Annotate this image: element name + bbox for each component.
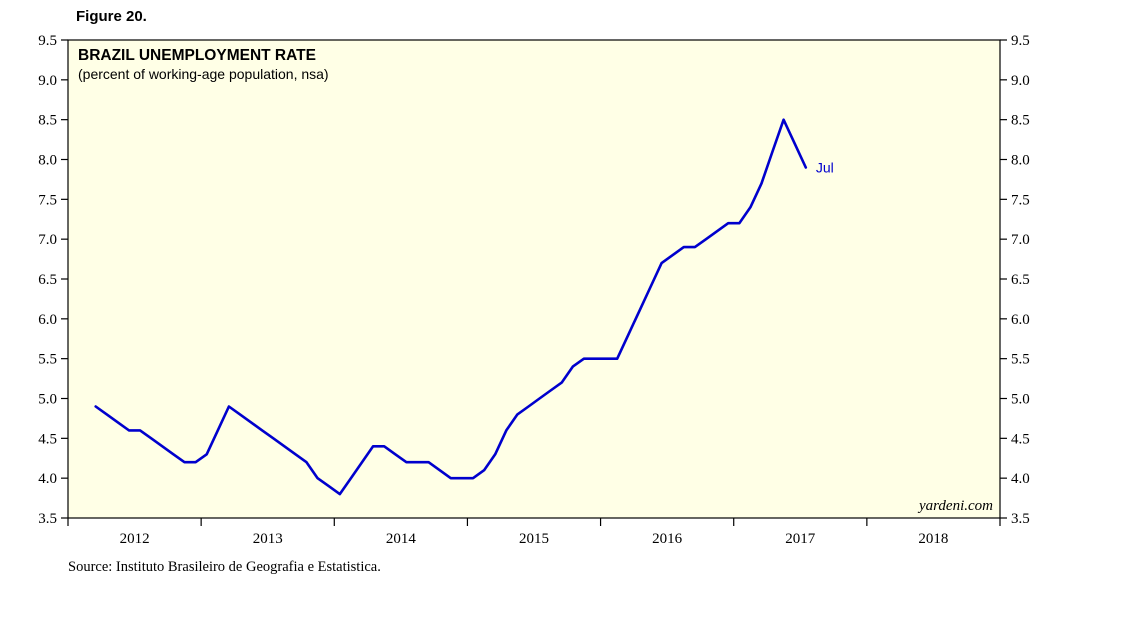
watermark: yardeni.com xyxy=(917,498,993,514)
y-axis-label-left: 8.0 xyxy=(38,153,57,169)
y-axis-label-right: 6.5 xyxy=(1011,272,1030,288)
y-axis-label-left: 7.5 xyxy=(38,192,57,208)
x-axis-year-label: 2014 xyxy=(386,531,417,547)
y-axis-label-right: 5.0 xyxy=(1011,392,1030,408)
chart-title: BRAZIL UNEMPLOYMENT RATE xyxy=(78,47,316,64)
brazil-unemployment-line-chart: 3.5 3.5 4.0 4.0 4.5 4.5 5.0 5.0 5.5 5.5 6.0 6.0 6.5 6… xyxy=(38,33,1030,547)
y-axis-label-right: 9.5 xyxy=(1011,33,1030,49)
y-axis-label-right: 4.0 xyxy=(1011,471,1030,487)
y-axis-label-right: 3.5 xyxy=(1011,511,1030,527)
y-axis-label-right: 5.5 xyxy=(1011,352,1030,368)
x-axis-year-label: 2017 xyxy=(785,531,816,547)
y-axis-label-right: 8.5 xyxy=(1011,113,1030,129)
y-axis-label-left: 4.5 xyxy=(38,431,57,447)
y-axis-label-left: 3.5 xyxy=(38,511,57,527)
y-axis-label-right: 7.5 xyxy=(1011,192,1030,208)
x-axis-year-label: 2015 xyxy=(519,531,549,547)
plot-area xyxy=(67,39,1001,519)
y-axis-label-left: 6.0 xyxy=(38,312,57,328)
y-axis-label-left: 7.0 xyxy=(38,232,57,248)
last-point-label: Jul xyxy=(816,159,834,175)
x-axis-year-label: 2012 xyxy=(120,531,150,547)
x-axis-year-label: 2018 xyxy=(918,531,948,547)
chart-subtitle: (percent of working-age population, nsa) xyxy=(78,66,329,82)
y-axis-label-left: 9.5 xyxy=(38,33,57,49)
y-axis-label-right: 7.0 xyxy=(1011,232,1030,248)
y-axis-label-right: 4.5 xyxy=(1011,431,1030,447)
y-axis-label-left: 8.5 xyxy=(38,113,57,129)
y-axis-label-left: 9.0 xyxy=(38,73,57,89)
x-axis-year-label: 2013 xyxy=(253,531,283,547)
y-axis-label-right: 6.0 xyxy=(1011,312,1030,328)
unemployment-line xyxy=(94,118,808,496)
y-axis-label-right: 8.0 xyxy=(1011,153,1030,169)
y-axis-label-left: 4.0 xyxy=(38,471,57,487)
figure-label: Figure 20. xyxy=(76,8,147,25)
y-axis-label-left: 6.5 xyxy=(38,272,57,288)
y-axis-label-left: 5.5 xyxy=(38,352,57,368)
source-note: Source: Instituto Brasileiro de Geografi… xyxy=(68,559,381,575)
y-axis-label-left: 5.0 xyxy=(38,392,57,408)
y-axis-label-right: 9.0 xyxy=(1011,73,1030,89)
x-axis-year-label: 2016 xyxy=(652,531,683,547)
